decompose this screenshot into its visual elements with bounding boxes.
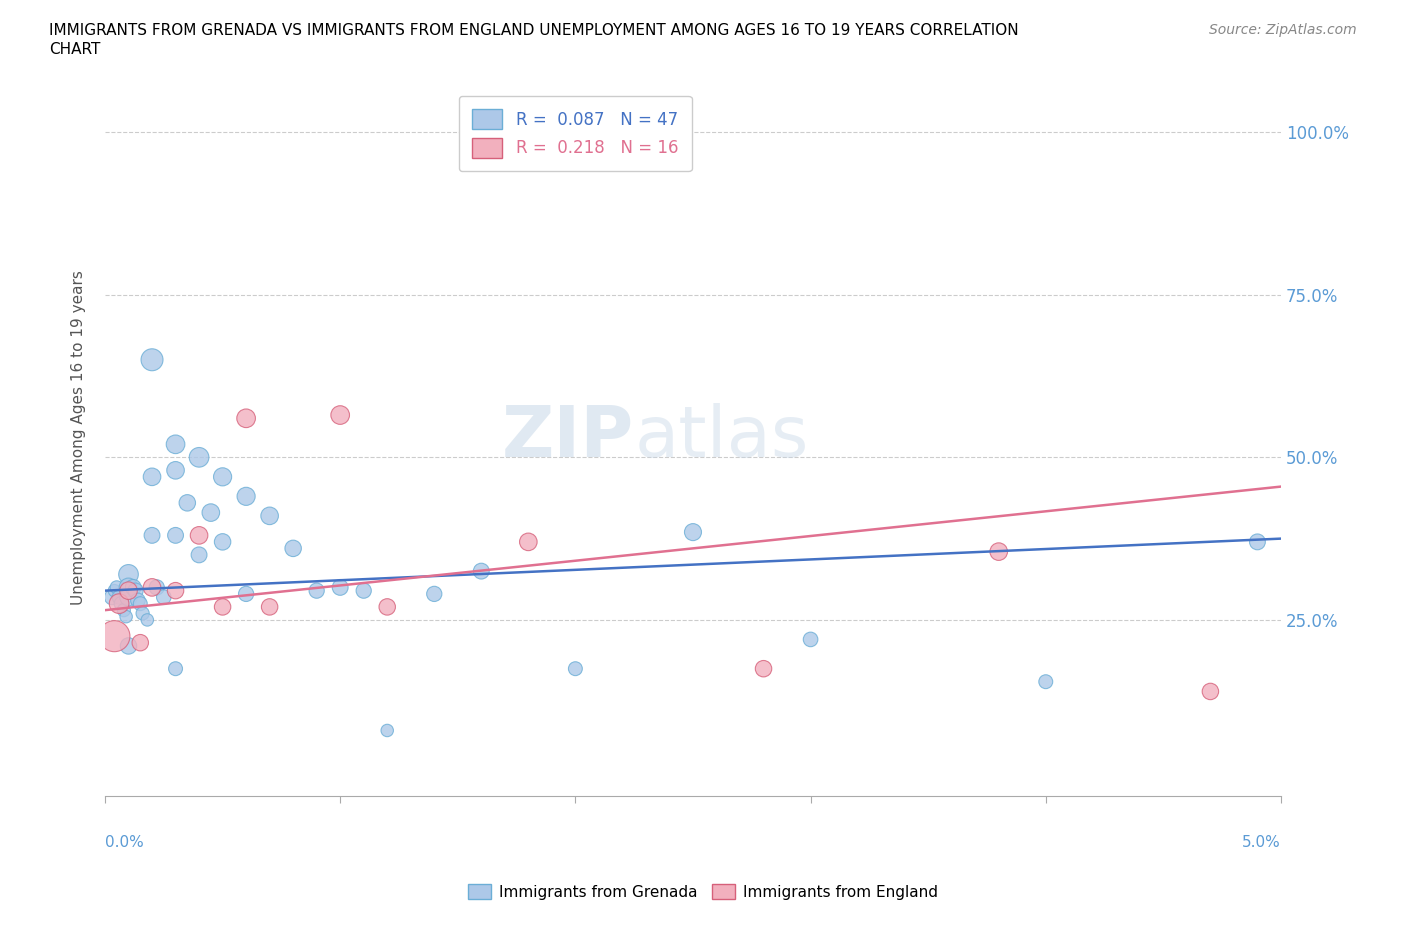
Point: [131, 606, 153, 621]
Point: [108, 596, 131, 611]
Point: [235, 587, 257, 602]
Point: [517, 535, 540, 550]
Point: [110, 596, 132, 611]
Point: [124, 583, 146, 598]
Point: [165, 661, 187, 676]
Point: [117, 583, 139, 598]
Point: [188, 548, 211, 563]
Point: [281, 541, 304, 556]
Point: [235, 411, 257, 426]
Point: [108, 590, 131, 604]
Point: [101, 590, 124, 604]
Text: atlas: atlas: [634, 404, 808, 472]
Point: [165, 583, 187, 598]
Point: [141, 352, 163, 367]
Text: CHART: CHART: [49, 42, 101, 57]
Text: Source: ZipAtlas.com: Source: ZipAtlas.com: [1209, 23, 1357, 37]
Legend: R =  0.087   N = 47, R =  0.218   N = 16: R = 0.087 N = 47, R = 0.218 N = 16: [460, 96, 692, 171]
Point: [329, 580, 352, 595]
Point: [353, 583, 375, 598]
Point: [800, 632, 823, 647]
Y-axis label: Unemployment Among Ages 16 to 19 years: Unemployment Among Ages 16 to 19 years: [72, 271, 86, 605]
Point: [1035, 674, 1057, 689]
Point: [259, 600, 281, 615]
Point: [115, 609, 138, 624]
Point: [188, 450, 211, 465]
Point: [423, 587, 446, 602]
Text: IMMIGRANTS FROM GRENADA VS IMMIGRANTS FROM ENGLAND UNEMPLOYMENT AMONG AGES 16 TO: IMMIGRANTS FROM GRENADA VS IMMIGRANTS FR…: [49, 23, 1019, 38]
Point: [122, 580, 145, 595]
Point: [136, 613, 159, 628]
Point: [165, 463, 187, 478]
Point: [127, 593, 149, 608]
Point: [117, 590, 139, 604]
Point: [188, 528, 211, 543]
Point: [141, 470, 163, 485]
Point: [1246, 535, 1268, 550]
Point: [682, 525, 704, 539]
Point: [987, 544, 1010, 559]
Point: [259, 509, 281, 524]
Point: [329, 407, 352, 422]
Point: [564, 661, 586, 676]
Text: 5.0%: 5.0%: [1243, 835, 1281, 850]
Point: [165, 528, 187, 543]
Point: [211, 600, 233, 615]
Point: [103, 629, 125, 644]
Point: [141, 580, 163, 595]
Point: [129, 596, 152, 611]
Point: [141, 528, 163, 543]
Point: [1199, 684, 1222, 698]
Point: [145, 580, 167, 595]
Text: ZIP: ZIP: [502, 404, 634, 472]
Point: [200, 505, 222, 520]
Point: [117, 567, 139, 582]
Point: [211, 470, 233, 485]
Text: 0.0%: 0.0%: [105, 835, 143, 850]
Point: [152, 590, 174, 604]
Point: [470, 564, 492, 578]
Point: [235, 489, 257, 504]
Point: [305, 583, 328, 598]
Legend: Immigrants from Grenada, Immigrants from England: Immigrants from Grenada, Immigrants from…: [463, 877, 943, 906]
Point: [176, 496, 198, 511]
Point: [165, 437, 187, 452]
Point: [112, 603, 135, 618]
Point: [129, 635, 152, 650]
Point: [211, 535, 233, 550]
Point: [117, 639, 139, 654]
Point: [752, 661, 775, 676]
Point: [105, 580, 128, 595]
Point: [117, 580, 139, 595]
Point: [103, 583, 125, 598]
Point: [375, 600, 398, 615]
Point: [375, 723, 398, 737]
